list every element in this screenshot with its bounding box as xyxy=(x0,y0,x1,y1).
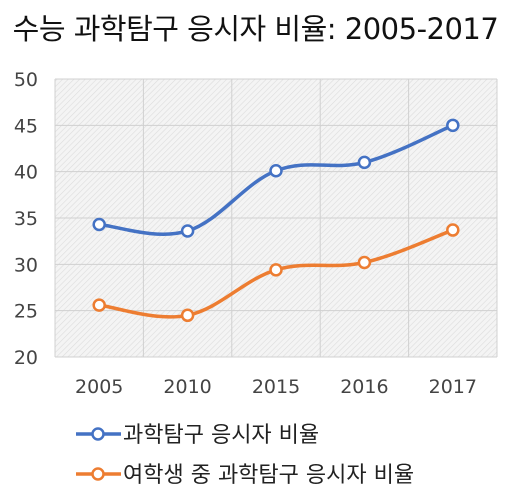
chart-title: 수능 과학탐구 응시자 비율: 2005-2017 xyxy=(12,12,499,46)
x-tick-label: 2005 xyxy=(75,376,123,398)
y-tick-label: 35 xyxy=(14,208,38,230)
x-tick-label: 2016 xyxy=(340,376,388,398)
data-point xyxy=(269,263,283,277)
legend-item-1: 과학탐구 응시자 비율 xyxy=(76,423,319,448)
data-point xyxy=(92,298,106,312)
data-point xyxy=(446,118,460,133)
legend-marker xyxy=(91,467,105,481)
data-point xyxy=(357,155,372,170)
y-tick-label: 45 xyxy=(14,115,38,137)
x-tick-label: 2015 xyxy=(252,376,300,398)
data-point xyxy=(180,224,195,238)
y-tick-label: 20 xyxy=(14,347,38,369)
y-tick-label: 50 xyxy=(14,69,38,91)
legend-label: 여학생 중 과학탐구 응시자 비율 xyxy=(123,463,414,488)
data-point xyxy=(269,163,283,178)
y-tick-label: 30 xyxy=(14,254,38,276)
legend-marker xyxy=(91,427,105,441)
legend-label: 과학탐구 응시자 비율 xyxy=(123,423,319,448)
legend-item-2: 여학생 중 과학탐구 응시자 비율 xyxy=(76,463,414,488)
data-point xyxy=(92,217,106,232)
data-point xyxy=(446,223,460,237)
y-tick-label: 40 xyxy=(14,162,38,184)
x-tick-label: 2017 xyxy=(429,376,477,398)
data-point xyxy=(357,255,372,270)
y-tick-label: 25 xyxy=(14,301,38,323)
data-point xyxy=(180,308,195,323)
x-tick-label: 2010 xyxy=(163,376,211,398)
